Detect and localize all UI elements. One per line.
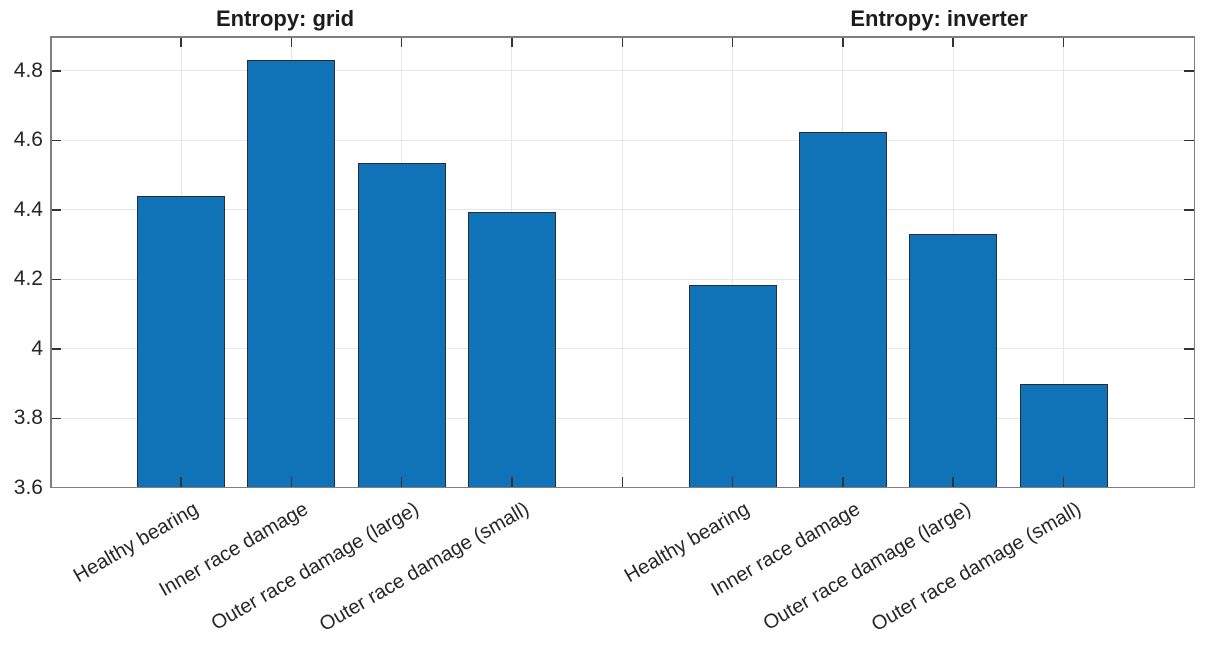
y-tick-mark-left — [50, 139, 61, 142]
y-tick-mark-left — [50, 348, 61, 350]
y-gridline — [50, 209, 1195, 211]
y-gridline — [50, 417, 1195, 419]
bar — [137, 195, 225, 488]
title-entropy-inverter: Entropy: inverter — [850, 6, 1028, 31]
y-gridline — [50, 278, 1195, 280]
x-tick-mark-bottom — [400, 477, 403, 488]
y-tick-mark-right — [1184, 278, 1195, 281]
x-tick-mark-bottom — [731, 477, 734, 488]
x-tick-mark-top — [400, 36, 403, 47]
x-tick-mark-top — [952, 36, 954, 47]
x-tick-mark-top — [621, 36, 623, 47]
x-tick-mark-top — [842, 36, 844, 47]
x-gridline — [732, 36, 734, 488]
y-tick-mark-left — [50, 417, 61, 420]
x-tick-mark-top — [1062, 36, 1065, 47]
axes-border-right — [1193, 36, 1195, 488]
y-tick-mark-left — [50, 278, 61, 281]
y-tick-mark-right — [1184, 139, 1195, 142]
y-tick-mark-right — [1184, 417, 1195, 420]
y-gridline — [50, 139, 1195, 141]
x-tick-mark-top — [180, 36, 182, 47]
x-tick-mark-bottom — [621, 477, 623, 488]
y-gridline — [50, 70, 1195, 72]
x-tick-mark-bottom — [1062, 477, 1065, 488]
axes-border-bottom — [50, 486, 1195, 488]
bar — [467, 211, 556, 488]
x-tick-label: Outer race damage (large) — [759, 498, 975, 635]
bar — [247, 60, 336, 488]
y-tick-label: 4 — [31, 336, 43, 360]
x-tick-mark-bottom — [290, 477, 293, 488]
y-tick-label: 4.8 — [13, 58, 43, 82]
y-tick-mark-left — [50, 70, 61, 72]
x-tick-mark-bottom — [511, 477, 513, 488]
bar — [357, 162, 446, 488]
x-tick-label: Outer race damage (small) — [315, 498, 533, 636]
y-tick-mark-left — [50, 209, 61, 211]
x-tick-mark-bottom — [952, 477, 954, 488]
y-tick-label: 3.8 — [13, 406, 43, 430]
y-tick-label: 3.6 — [13, 476, 43, 499]
x-tick-mark-top — [511, 36, 513, 47]
y-tick-mark-right — [1184, 209, 1195, 211]
y-tick-label: 4.2 — [13, 267, 43, 291]
bar — [909, 234, 998, 488]
x-tick-mark-top — [731, 36, 734, 47]
x-gridline — [621, 36, 623, 488]
bar — [688, 284, 777, 488]
y-tick-label: 4.4 — [13, 197, 43, 221]
y-tick-mark-right — [1184, 70, 1195, 72]
bar — [798, 131, 887, 488]
x-tick-label: Outer race damage (small) — [867, 498, 1085, 636]
axes-border-left — [50, 36, 52, 488]
x-tick-label: Outer race damage (large) — [207, 498, 423, 635]
axes-border-top — [50, 36, 1195, 38]
y-gridline — [50, 348, 1195, 350]
x-gridline — [1063, 36, 1064, 488]
x-tick-mark-top — [290, 36, 293, 47]
y-tick-label: 4.6 — [13, 128, 43, 152]
bar — [1019, 383, 1108, 488]
x-tick-mark-bottom — [842, 477, 844, 488]
plot-area — [50, 36, 1195, 488]
title-entropy-grid: Entropy: grid — [215, 6, 355, 31]
x-tick-mark-bottom — [180, 477, 182, 488]
y-tick-mark-right — [1184, 348, 1195, 350]
